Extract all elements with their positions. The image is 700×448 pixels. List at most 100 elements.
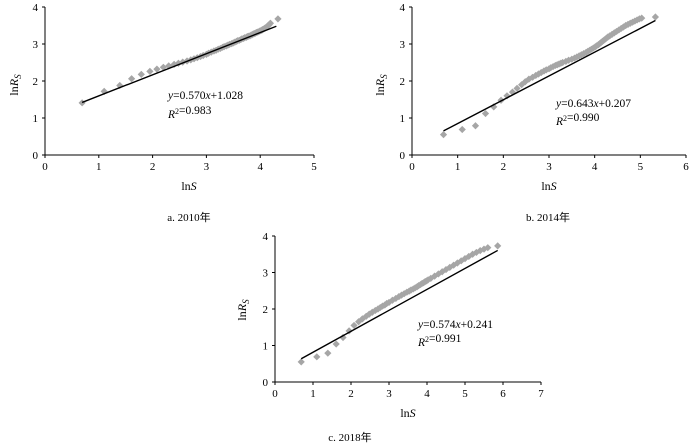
x-tick-label: 0 <box>409 161 415 173</box>
data-point-2010 <box>128 75 136 83</box>
x-tick-label: 4 <box>257 161 263 173</box>
data-point-2018 <box>431 272 439 280</box>
fit-line-2014 <box>443 19 656 132</box>
data-point-2010 <box>78 99 86 107</box>
x-tick-label: 7 <box>538 388 544 400</box>
data-point-2010 <box>274 15 282 23</box>
data-point-2018 <box>365 310 373 318</box>
fit-line-2018 <box>300 249 499 360</box>
x-tick-label: 1 <box>455 161 461 173</box>
x-tick-label: 4 <box>592 161 598 173</box>
data-point-2018 <box>469 250 477 258</box>
caption-2014: b. 2014年 <box>526 210 570 224</box>
panel-2010: 0 1 2 3 4 5 0 1 2 3 4 lnS lnRS y=0.570x+1.028 R2=0.9… <box>7 2 317 224</box>
data-point-2018 <box>450 261 458 269</box>
data-point-2018 <box>472 248 480 257</box>
y-tick-label: 1 <box>33 113 39 125</box>
r2-2018: R2=0.991 <box>417 333 462 349</box>
x-tick-label: 6 <box>500 388 506 400</box>
x-tick-label: 3 <box>546 161 552 173</box>
x-tick-label: 4 <box>424 388 430 400</box>
x-tick-label: 1 <box>310 388 316 400</box>
data-point-2014 <box>490 103 498 111</box>
y-tick-label: 4 <box>33 2 39 14</box>
data-point-2018 <box>332 340 340 348</box>
y-tick-label: 0 <box>263 377 269 389</box>
data-point-2014 <box>458 125 466 134</box>
data-point-2014 <box>615 26 623 34</box>
data-point-2018 <box>427 274 435 282</box>
data-point-2014 <box>471 122 480 130</box>
data-point-2018 <box>355 318 363 326</box>
data-point-2014 <box>612 27 621 36</box>
data-point-2010 <box>266 19 275 27</box>
y-tick-label: 3 <box>33 39 39 51</box>
data-point-2010 <box>153 65 161 73</box>
equation-2018: y=0.574x+0.241 <box>417 319 493 331</box>
x-tick-label: 0 <box>272 388 278 400</box>
y-tick-label: 1 <box>263 341 269 353</box>
r2-2014: R2=0.990 <box>555 112 600 128</box>
data-point-2014 <box>532 71 540 80</box>
equation-2014: y=0.643x+0.207 <box>555 98 631 110</box>
data-point-2014 <box>534 70 543 78</box>
data-point-2014 <box>606 32 614 40</box>
caption-2010: a. 2010年 <box>167 210 210 224</box>
y-tick-label: 3 <box>263 268 269 280</box>
x-tick-label: 2 <box>348 388 354 400</box>
data-point-2018 <box>434 270 442 278</box>
data-point-2010 <box>137 70 145 78</box>
data-point-2018 <box>376 303 384 312</box>
y-axis-label-2010: lnRS <box>7 74 23 96</box>
x-tick-label: 6 <box>683 161 689 173</box>
data-point-2018 <box>313 353 321 361</box>
x-tick-label: 3 <box>204 161 210 173</box>
y-tick-label: 2 <box>263 304 269 316</box>
data-point-2014 <box>518 81 526 89</box>
y-axis-label-2014: lnRS <box>373 74 389 96</box>
data-point-2014 <box>439 131 448 139</box>
data-point-2018 <box>465 252 473 261</box>
y-tick-label: 4 <box>400 2 406 14</box>
y-tick-label: 0 <box>33 150 39 162</box>
x-tick-label: 2 <box>150 161 156 173</box>
y-tick-label: 3 <box>400 39 406 51</box>
data-point-2014 <box>568 55 576 63</box>
data-point-2018 <box>484 244 492 252</box>
x-tick-label: 5 <box>462 388 468 400</box>
data-point-2018 <box>400 290 408 298</box>
x-tick-label: 5 <box>638 161 644 173</box>
data-point-2018 <box>345 327 353 335</box>
data-point-2014 <box>617 24 625 33</box>
y-tick-label: 1 <box>400 113 406 125</box>
data-point-2018 <box>339 333 347 342</box>
x-axis-label-2010: lnS <box>181 179 196 193</box>
data-point-2014 <box>481 109 490 118</box>
data-point-2014 <box>610 29 618 37</box>
data-point-2014 <box>565 56 573 64</box>
data-point-2018 <box>453 259 461 267</box>
y-tick-label: 2 <box>33 76 39 88</box>
data-point-2014 <box>503 92 511 100</box>
data-point-2018 <box>368 308 376 316</box>
data-point-2014 <box>619 23 628 31</box>
y-tick-label: 4 <box>263 231 269 243</box>
y-tick-label: 0 <box>400 150 406 162</box>
data-point-2018 <box>324 349 332 357</box>
data-point-2010 <box>146 67 154 75</box>
x-tick-label: 1 <box>96 161 102 173</box>
panel-2018: 0 1 2 3 4 5 6 7 0 1 2 3 4 lnS lnRS y=0.574x+0.241 R2=0… <box>235 231 544 444</box>
x-tick-label: 0 <box>42 161 48 173</box>
y-tick-label: 2 <box>400 76 406 88</box>
r2-2010: R2=0.983 <box>167 105 212 121</box>
data-point-2018 <box>494 242 502 250</box>
panel-2014: 0 1 2 3 4 5 6 0 1 2 3 4 lnS lnRS y=0.643x+0.207 R2=0.… <box>373 2 689 224</box>
x-tick-label: 3 <box>386 388 392 400</box>
data-point-2018 <box>297 358 305 366</box>
equation-2010: y=0.570x+1.028 <box>167 90 243 102</box>
caption-2018: c. 2018年 <box>328 430 371 444</box>
data-point-2014 <box>651 13 660 21</box>
data-point-2018 <box>446 263 454 271</box>
fit-line-2010 <box>81 25 277 104</box>
